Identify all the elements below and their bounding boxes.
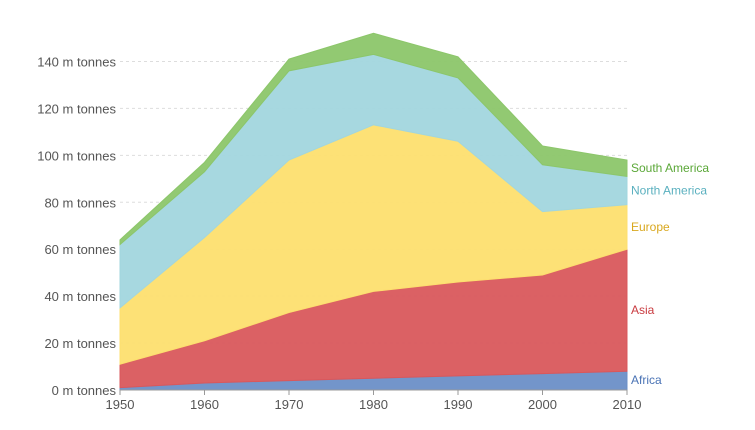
- series-labels: Africa Asia Europe North America South Ameri…: [631, 161, 709, 387]
- y-tick-label: 120 m tonnes: [37, 101, 116, 116]
- area-south-america: [119, 32, 628, 246]
- x-tick-label: 1960: [190, 397, 219, 412]
- y-tick-label: 100 m tonnes: [37, 148, 116, 163]
- y-tick-label: 80 m tonnes: [44, 195, 116, 210]
- y-tick-label: 140 m tonnes: [37, 54, 116, 69]
- series-label-south-america: South America: [631, 161, 709, 175]
- series-label-asia: Asia: [631, 303, 655, 317]
- series-label-africa: Africa: [631, 373, 662, 387]
- x-tick-label: 1950: [106, 397, 135, 412]
- y-tick-label: 60 m tonnes: [44, 242, 116, 257]
- y-tick-label: 20 m tonnes: [44, 336, 116, 351]
- x-tick-label: 1990: [444, 397, 473, 412]
- area-series: [119, 32, 628, 391]
- series-label-north-america: North America: [631, 184, 707, 198]
- y-tick-label: 0 m tonnes: [52, 383, 117, 398]
- x-tick-label: 1980: [359, 397, 388, 412]
- axes: 0 m tonnes 20 m tonnes 40 m tonnes 60 m ton…: [37, 54, 641, 412]
- x-tick-label: 1970: [275, 397, 304, 412]
- series-label-europe: Europe: [631, 220, 670, 234]
- x-tick-label: 2000: [528, 397, 557, 412]
- x-tick-label: 2010: [613, 397, 642, 412]
- y-tick-label: 40 m tonnes: [44, 289, 116, 304]
